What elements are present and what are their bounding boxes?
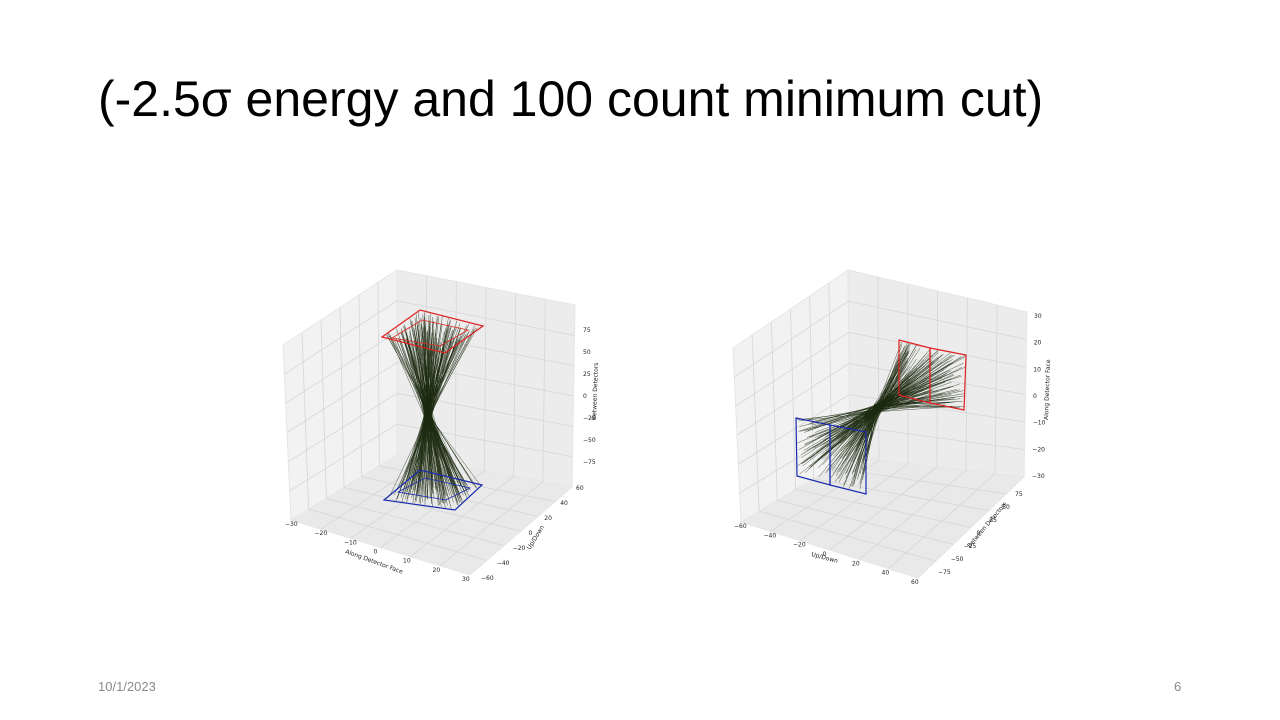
ray-line (410, 340, 449, 487)
right-y-tick: 50 (1002, 504, 1010, 511)
ray-line (418, 325, 468, 503)
left-z-tick: −25 (583, 415, 596, 422)
left-x-tick: −20 (315, 530, 328, 537)
ray-line (402, 336, 432, 488)
right-x-tick: −20 (793, 542, 806, 549)
left-z-tick: 25 (583, 371, 591, 378)
footer-page-number: 6 (1174, 679, 1182, 694)
ray-line (814, 355, 966, 464)
left-y-tick: −20 (513, 545, 526, 552)
right-z-tick: 30 (1034, 313, 1042, 320)
left-detector-bottom-inner (396, 477, 472, 501)
right-x-tick: 0 (823, 551, 827, 558)
left-ylabel: Up/Down (526, 524, 546, 551)
right-y-tick: 75 (1015, 491, 1023, 498)
left-z-tick: 0 (583, 393, 587, 400)
left-z-tick: 75 (583, 327, 591, 334)
right-y-tick: 25 (989, 517, 997, 524)
ray-line (389, 335, 432, 479)
ray-line (809, 348, 940, 468)
plot-right: −60−40−2002040607550250−25−50−753020100−… (732, 269, 1052, 586)
left-z-tick: −75 (583, 459, 596, 466)
right-y-tick: −50 (951, 556, 964, 563)
right-y-tick: −25 (964, 543, 977, 550)
right-z-tick: −30 (1032, 473, 1045, 480)
right-z-tick: −20 (1032, 446, 1045, 453)
right-zlabel: Along Detector Face (1043, 359, 1052, 420)
ray-line (424, 324, 449, 473)
right-z-tick: −10 (1033, 420, 1046, 427)
left-x-tick: 30 (462, 576, 470, 583)
right-x-tick: −40 (764, 532, 777, 539)
ray-line (405, 332, 433, 507)
left-ray-lines (386, 311, 481, 509)
right-y-tick: 0 (977, 530, 981, 537)
slide-title: (-2.5σ energy and 100 count minimum cut) (98, 71, 1044, 127)
left-z-tick: −50 (583, 437, 596, 444)
left-detector-top-inner (390, 319, 470, 347)
left-detector-top (380, 309, 485, 354)
left-x-tick: 10 (403, 558, 411, 565)
right-detector-left-b (829, 424, 867, 495)
ray-line (423, 342, 440, 491)
right-z-tick: 20 (1034, 340, 1042, 347)
ray-line (849, 354, 956, 447)
left-y-tick: 20 (544, 515, 552, 522)
ray-line (398, 338, 426, 501)
ray-line (830, 398, 954, 479)
right-x-tick: 40 (882, 570, 890, 577)
ray-line (415, 328, 461, 501)
ray-line (842, 354, 953, 438)
left-y-tick: 0 (529, 530, 533, 537)
left-y-tick: −40 (497, 560, 510, 567)
ray-line (423, 314, 454, 488)
right-x-tick: 60 (911, 579, 919, 586)
left-x-tick: 0 (374, 549, 378, 556)
right-detector-right-b (929, 347, 967, 411)
right-z-tick: 0 (1033, 393, 1037, 400)
left-detector-bottom (382, 469, 484, 511)
ray-line (798, 371, 911, 422)
left-x-tick: −30 (285, 521, 298, 528)
left-y-tick: 40 (560, 500, 568, 507)
ray-line (420, 323, 455, 487)
footer-date: 10/1/2023 (98, 679, 156, 694)
right-x-tick: −60 (734, 523, 747, 530)
right-y-tick: −75 (938, 569, 951, 576)
plot-left: −30 −20 −10 0 10 20 30 −60 −40 −20 0 20 40 60 75 50 25 0 −… (282, 269, 600, 583)
right-x-tick: 20 (852, 560, 860, 567)
right-ray-lines (796, 342, 966, 490)
ray-line (862, 365, 926, 481)
right-z-tick: 10 (1033, 366, 1041, 373)
left-y-tick: 60 (576, 485, 584, 492)
left-y-tick: −60 (481, 575, 494, 582)
ray-line (846, 402, 952, 474)
left-zlabel: Between Detectors (591, 362, 600, 420)
left-z-tick: 50 (583, 349, 591, 356)
ray-line (812, 375, 962, 449)
left-x-tick: 20 (433, 567, 441, 574)
left-x-tick: −10 (344, 539, 357, 546)
ray-line (803, 378, 928, 463)
